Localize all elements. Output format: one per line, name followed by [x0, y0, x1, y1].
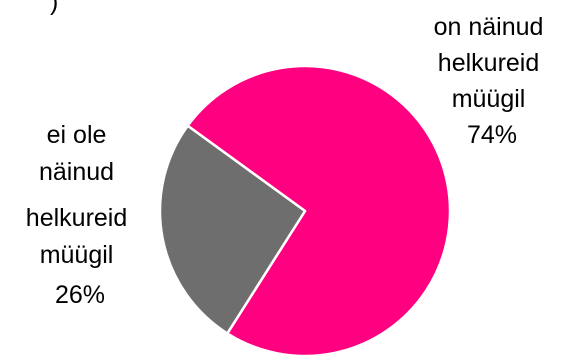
slice-label-74: on näinud helkureid müügil 74% [434, 13, 551, 149]
slice-label-74-line: on näinud [434, 13, 544, 41]
slice-label-74-line: müügil [452, 85, 526, 113]
clipped-top-text: ) [50, 0, 58, 16]
slice-label-26-line: ei ole [47, 121, 107, 149]
slice-label-26-percent: 26% [55, 281, 105, 309]
slice-label-26-line: helkureid [26, 204, 127, 232]
slice-label-26: ei ole näinud helkureid müügil 26% [26, 121, 134, 309]
slice-label-74-line: helkureid [438, 49, 539, 77]
slice-label-26-line: näinud [39, 158, 114, 186]
slice-label-74-percent: 74% [467, 121, 517, 149]
slice-label-26-line: müügil [40, 241, 114, 269]
pie-slices [160, 66, 450, 356]
